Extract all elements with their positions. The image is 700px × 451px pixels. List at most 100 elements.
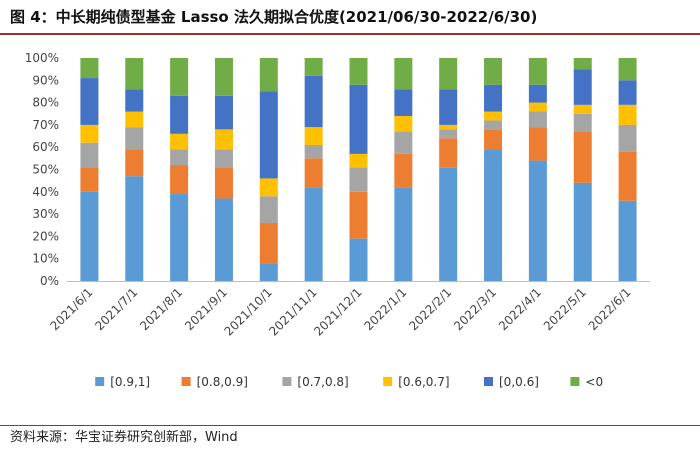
bar-segment: [259, 178, 278, 197]
bar-segment: [439, 58, 458, 90]
bar-segment: [528, 58, 547, 85]
bar-segment: [484, 58, 503, 85]
bar-segment: [214, 129, 233, 150]
y-tick-label: 80%: [32, 96, 59, 110]
bar-segment: [573, 113, 592, 132]
bar-segment: [439, 124, 458, 130]
legend-swatch: [181, 377, 191, 386]
chart-title: 图 4：中长期纯债型基金 Lasso 法久期拟合优度(2021/06/30-20…: [10, 8, 538, 26]
y-tick-label: 0%: [40, 274, 59, 288]
bar-segment: [80, 142, 99, 168]
bar-segment: [439, 129, 458, 139]
bar-segment: [214, 58, 233, 96]
bar-segment: [125, 89, 144, 112]
bar-stack: [259, 58, 278, 281]
bar-segment: [259, 91, 278, 179]
bar-stack: [394, 58, 413, 281]
legend-item: [0.6,0.7]: [383, 375, 450, 389]
bar-stack: [528, 58, 547, 281]
legend-item: <0: [570, 375, 603, 389]
legend-swatch: [383, 377, 393, 386]
bar-segment: [618, 80, 637, 105]
bar-segment: [170, 194, 189, 281]
bar-stack: [304, 58, 323, 281]
legend-item: [0,0.6]: [484, 375, 539, 389]
bar-segment: [528, 84, 547, 103]
y-tick-label: 40%: [32, 185, 59, 199]
bar-segment: [349, 84, 368, 154]
bar-segment: [125, 58, 144, 90]
bar-segment: [394, 131, 413, 154]
source-note: 资料来源：华宝证券研究创新部，Wind: [10, 430, 238, 445]
bar-segment: [528, 127, 547, 161]
bar-segment: [80, 124, 99, 143]
bar-segment: [394, 187, 413, 281]
bar-segment: [170, 95, 189, 134]
bar-segment: [170, 165, 189, 195]
stacked-bar-chart: 0% 10% 20% 30% 40% 50% 60% 70% 80% 90% 100% 2021/6…: [25, 51, 650, 389]
bar-segment: [170, 149, 189, 166]
y-tick-label: 60%: [32, 140, 59, 154]
bar-segment: [618, 200, 637, 281]
y-tick-label: 10%: [32, 252, 59, 266]
bar-segment: [259, 223, 278, 264]
bar-segment: [304, 75, 323, 128]
bar-segment: [394, 58, 413, 90]
title-divider: [0, 33, 700, 35]
bar-segment: [304, 144, 323, 159]
bar-segment: [349, 58, 368, 85]
y-tick-label: 70%: [32, 118, 59, 132]
bar-segment: [125, 176, 144, 281]
bar-segment: [618, 104, 637, 125]
bar-stack: [439, 58, 458, 281]
bar-segment: [349, 238, 368, 281]
bar-segment: [80, 78, 99, 125]
bar-segment: [484, 120, 503, 130]
bar-stack: [170, 58, 189, 281]
bar-segment: [170, 133, 189, 150]
x-tick-label: 2021/12/1: [311, 285, 364, 338]
bar-segment: [573, 69, 592, 105]
bar-stack: [125, 58, 144, 281]
bar-segment: [349, 191, 368, 239]
bar-stack: [618, 58, 637, 281]
bar-segment: [484, 149, 503, 281]
x-tick-label: 2021/6/1: [48, 285, 96, 333]
y-tick-label: 90%: [32, 73, 59, 87]
legend-label: [0.6,0.7]: [398, 375, 449, 389]
bar-stack: [80, 58, 99, 281]
x-tick-label: 2022/4/1: [496, 285, 544, 333]
bar-segment: [528, 102, 547, 112]
bars: [80, 58, 637, 281]
bar-segment: [439, 89, 458, 125]
legend-label: <0: [585, 375, 603, 389]
bar-segment: [618, 124, 637, 152]
bar-segment: [528, 160, 547, 281]
bar-segment: [170, 58, 189, 96]
x-tick-label: 2022/2/1: [406, 285, 454, 333]
y-tick-label: 30%: [32, 207, 59, 221]
bar-stack: [349, 58, 368, 281]
bar-segment: [304, 158, 323, 188]
x-tick-label: 2022/1/1: [361, 285, 409, 333]
legend-swatch: [95, 377, 105, 386]
bar-segment: [573, 131, 592, 183]
bar-segment: [259, 196, 278, 224]
bar-segment: [394, 153, 413, 188]
legend-label: [0.8,0.9]: [197, 375, 248, 389]
bar-stack: [484, 58, 503, 281]
legend-item: [0.7,0.8]: [282, 375, 349, 389]
bar-segment: [214, 149, 233, 168]
legend-label: [0,0.6]: [499, 375, 539, 389]
bar-segment: [214, 95, 233, 130]
legend-swatch: [484, 377, 493, 386]
legend-label: [0.7,0.8]: [297, 375, 348, 389]
bar-segment: [484, 111, 503, 121]
bar-segment: [439, 167, 458, 281]
bar-segment: [125, 111, 144, 128]
bar-segment: [618, 151, 637, 201]
bar-segment: [349, 167, 368, 192]
bar-segment: [394, 89, 413, 116]
y-axis: 0% 10% 20% 30% 40% 50% 60% 70% 80% 90% 100%: [25, 51, 59, 288]
y-tick-label: 50%: [32, 163, 59, 177]
